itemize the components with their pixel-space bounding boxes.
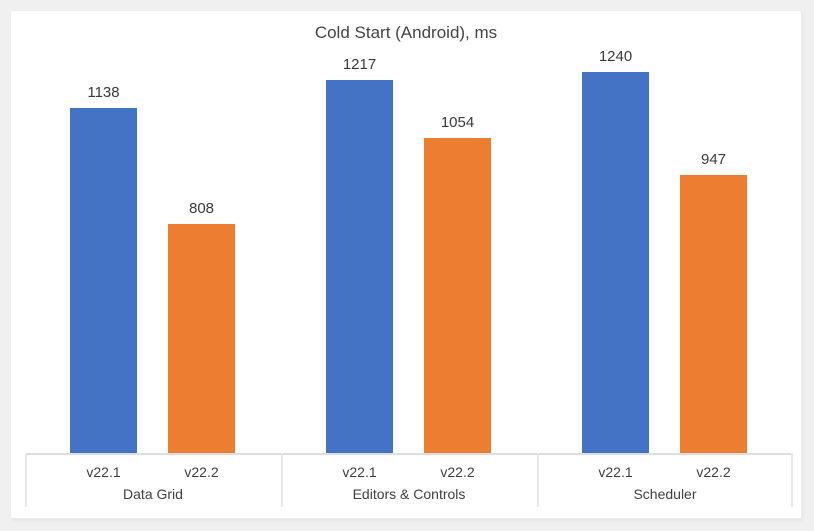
bar-v22.2-scheduler — [680, 175, 747, 453]
bar-v22.1-data-grid — [70, 108, 137, 453]
axis-separator — [537, 453, 539, 507]
category-label: Editors & Controls — [352, 486, 466, 502]
axis-group-editors-controls: v22.1 v22.2 Editors & Controls — [281, 453, 537, 507]
axis-separator — [25, 453, 27, 507]
bar-value-label: 947 — [700, 151, 727, 168]
bar-value-label: 808 — [188, 200, 215, 217]
plot-area: 1138 808 1217 1054 1240 947 — [25, 48, 793, 455]
series-tick-label: v22.1 — [598, 464, 633, 480]
category-label: Scheduler — [633, 486, 697, 502]
bar-v22.1-editors-controls — [326, 80, 393, 453]
bar-value-label: 1054 — [440, 114, 475, 131]
series-tick-label: v22.1 — [342, 464, 377, 480]
axis-separator — [791, 453, 793, 507]
bar-v22.2-data-grid — [168, 224, 235, 453]
axis-separator — [281, 453, 283, 507]
chart-title: Cold Start (Android), ms — [314, 23, 498, 42]
bar-v22.1-scheduler — [582, 72, 649, 453]
axis-group-scheduler: v22.1 v22.2 Scheduler — [537, 453, 793, 507]
chart-card: Cold Start (Android), ms 1138 808 1217 1054… — [10, 10, 802, 519]
x-axis: v22.1 v22.2 Data Grid v22.1 v22.2 Editors & C… — [25, 453, 793, 507]
bar-value-label: 1240 — [598, 48, 633, 65]
series-tick-label: v22.1 — [86, 464, 121, 480]
bar-value-label: 1217 — [342, 56, 377, 73]
bar-value-label: 1138 — [87, 84, 120, 101]
series-tick-label: v22.2 — [696, 464, 731, 480]
series-tick-label: v22.2 — [184, 464, 219, 480]
axis-group-data-grid: v22.1 v22.2 Data Grid — [25, 453, 281, 507]
series-tick-label: v22.2 — [440, 464, 475, 480]
bar-v22.2-editors-controls — [424, 138, 491, 453]
category-label: Data Grid — [123, 486, 183, 502]
